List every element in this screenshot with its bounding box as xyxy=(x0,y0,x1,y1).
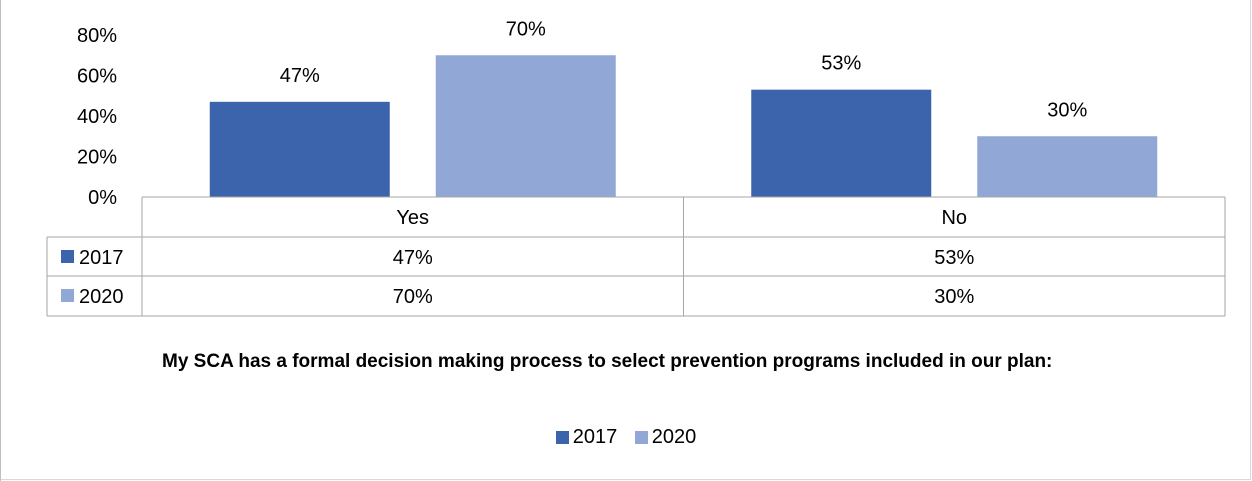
chart-frame-edge xyxy=(0,0,1,481)
data-label: 30% xyxy=(1047,99,1087,121)
y-axis: 0% 20% 40% 60% 80% xyxy=(77,25,117,209)
y-tick-label: 60% xyxy=(77,66,117,88)
legend: 2017 2020 xyxy=(0,424,1252,451)
legend-item-2017: 2017 xyxy=(555,424,618,450)
legend-item-2020: 2020 xyxy=(634,424,697,450)
table-series-label: 2020 xyxy=(79,286,124,308)
legend-swatch-2017 xyxy=(555,430,569,444)
bar xyxy=(977,136,1158,197)
table-cell: 47% xyxy=(393,247,433,269)
y-tick-label: 0% xyxy=(88,187,117,209)
data-label: 53% xyxy=(821,53,861,75)
legend-label-2020: 2020 xyxy=(651,426,697,448)
bar xyxy=(209,101,390,197)
y-tick-label: 40% xyxy=(77,106,117,128)
bar-chart: 0% 20% 40% 60% 80% 47% 70% 53% 30% Yes No 2017 47%… xyxy=(46,18,1226,317)
bar xyxy=(435,55,616,197)
table-series-label: 2017 xyxy=(79,247,124,269)
table-cell: 30% xyxy=(934,286,974,308)
table-swatch xyxy=(61,250,74,263)
legend-label-2017: 2017 xyxy=(572,426,618,448)
category-label: No xyxy=(941,207,967,229)
data-label: 47% xyxy=(280,65,320,87)
table-cell: 53% xyxy=(934,247,974,269)
question-text: My SCA has a formal decision making proc… xyxy=(162,351,1053,372)
bar xyxy=(751,89,932,197)
category-label: Yes xyxy=(396,207,429,229)
table-swatch xyxy=(61,289,74,302)
legend-swatch-2020 xyxy=(634,430,648,444)
table-cell: 70% xyxy=(393,286,433,308)
data-table: Yes No 2017 47% 53% 2020 70% 30% xyxy=(46,196,1226,317)
bars: 47% 70% 53% 30% xyxy=(209,18,1158,197)
data-label: 70% xyxy=(506,18,546,40)
y-tick-label: 80% xyxy=(77,25,117,47)
y-tick-label: 20% xyxy=(77,147,117,169)
